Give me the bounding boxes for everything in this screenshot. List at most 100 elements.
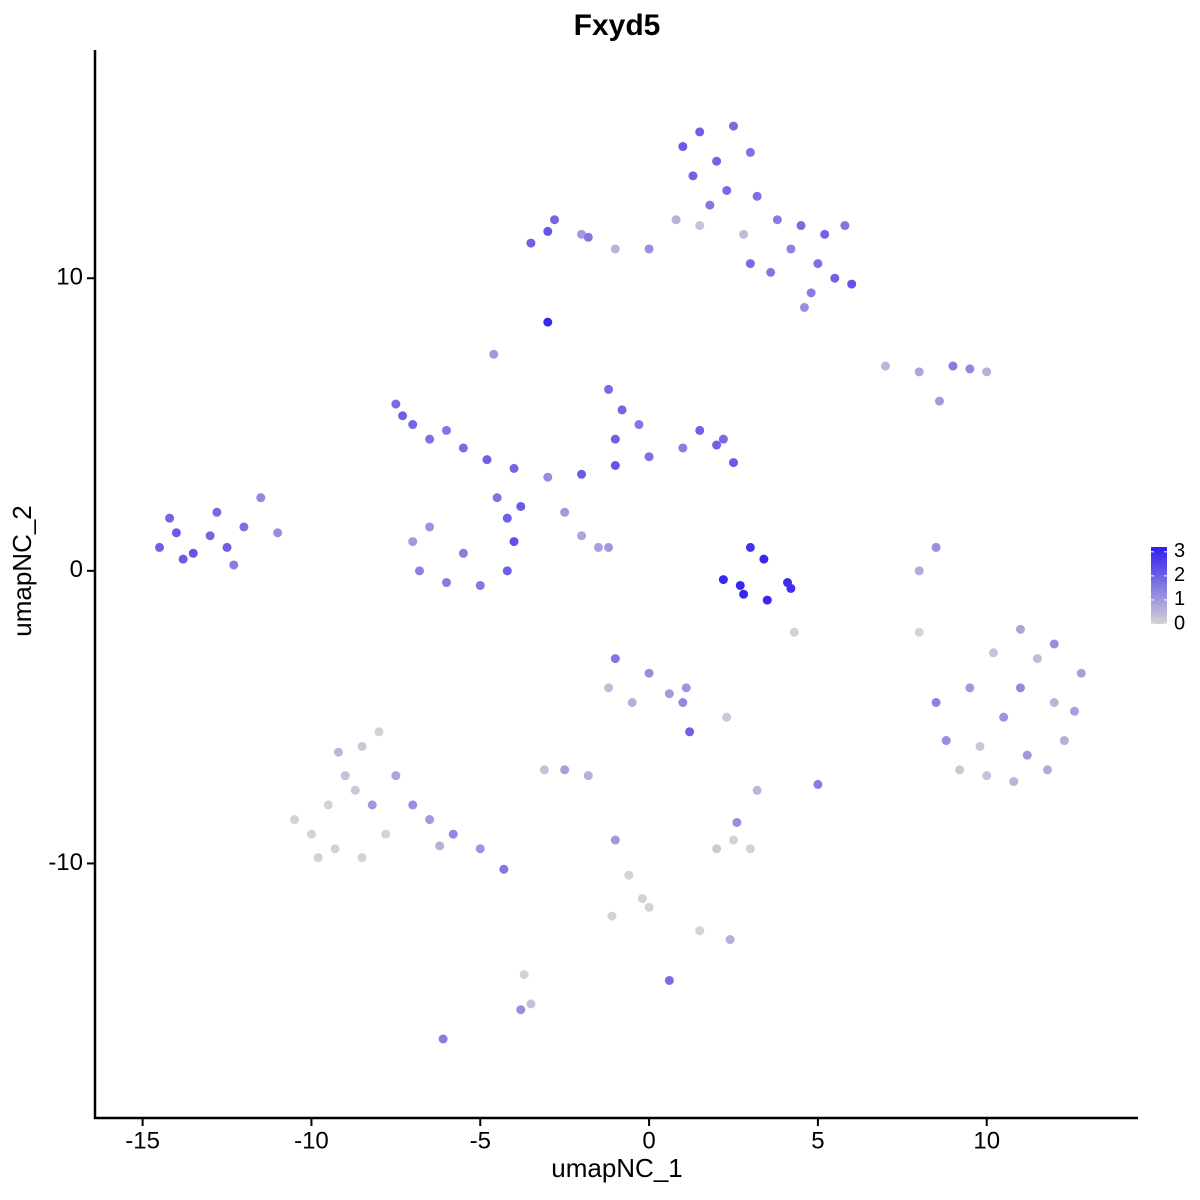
cell-point — [624, 870, 634, 880]
cell-point — [374, 727, 384, 737]
cell-point — [425, 815, 435, 825]
x-tick-label: -5 — [470, 1127, 491, 1154]
cell-point — [610, 434, 620, 444]
cell-point — [934, 396, 944, 406]
cell-point — [813, 779, 823, 789]
cell-point — [678, 698, 688, 708]
cell-point — [560, 507, 570, 517]
cell-point — [718, 575, 728, 585]
cell-point — [728, 458, 738, 468]
cell-point — [695, 221, 705, 231]
cell-point — [604, 384, 614, 394]
cell-point — [644, 452, 654, 462]
cell-point — [475, 844, 485, 854]
cell-point — [718, 434, 728, 444]
cell-point — [813, 259, 823, 269]
cell-point — [610, 244, 620, 254]
cell-point — [965, 364, 975, 374]
cell-point — [931, 698, 941, 708]
cell-point — [975, 741, 985, 751]
cell-point — [982, 367, 992, 377]
cell-point — [222, 542, 232, 552]
cell-point — [188, 548, 198, 558]
cell-point — [350, 785, 360, 795]
cell-point — [492, 493, 502, 503]
cell-point — [820, 229, 830, 239]
cell-point — [695, 926, 705, 936]
y-tick-label: -10 — [48, 849, 83, 876]
cell-point — [664, 975, 674, 985]
cell-point — [367, 800, 377, 810]
cell-point — [408, 420, 418, 430]
cell-point — [1015, 683, 1025, 693]
cell-point — [313, 853, 323, 863]
cell-point — [560, 765, 570, 775]
cell-point — [526, 999, 536, 1009]
cell-point — [982, 771, 992, 781]
cell-point — [988, 648, 998, 658]
cell-point — [425, 434, 435, 444]
cell-point — [583, 771, 593, 781]
cell-point — [799, 302, 809, 312]
cell-point — [796, 221, 806, 231]
colorbar-tick-label: 3 — [1174, 540, 1185, 562]
cell-point — [722, 185, 732, 195]
cell-point — [728, 835, 738, 845]
cell-point — [840, 221, 850, 231]
cell-point — [516, 1005, 526, 1015]
cell-point — [290, 815, 300, 825]
cell-point — [1015, 624, 1025, 634]
cell-point — [458, 548, 468, 558]
cell-point — [414, 566, 424, 576]
cell-point — [1049, 639, 1059, 649]
colorbar-tick-label: 0 — [1174, 612, 1185, 634]
cell-point — [806, 288, 816, 298]
cell-point — [695, 127, 705, 137]
cell-point — [543, 317, 553, 327]
y-tick-label: 10 — [56, 264, 83, 291]
cell-point — [705, 200, 715, 210]
x-axis-title: umapNC_1 — [551, 1153, 683, 1183]
cell-point — [357, 853, 367, 863]
cell-point — [1022, 750, 1032, 760]
cell-point — [739, 229, 749, 239]
cell-point — [330, 844, 340, 854]
y-axis-title: umapNC_2 — [7, 505, 37, 637]
cell-point — [634, 420, 644, 430]
cell-point — [607, 911, 617, 921]
y-tick-label: 0 — [70, 556, 83, 583]
cell-point — [610, 654, 620, 664]
cell-point — [637, 894, 647, 904]
x-tick-label: 5 — [811, 1127, 824, 1154]
cell-point — [739, 589, 749, 599]
colorbar-tick-label: 1 — [1174, 588, 1185, 610]
cell-point — [604, 542, 614, 552]
cell-point — [229, 560, 239, 570]
cell-point — [502, 513, 512, 523]
cell-point — [323, 800, 333, 810]
cell-point — [678, 443, 688, 453]
cell-point — [752, 191, 762, 201]
cell-point — [577, 229, 587, 239]
cell-point — [732, 817, 742, 827]
cell-point — [610, 835, 620, 845]
cell-point — [239, 522, 249, 532]
cell-point — [931, 542, 941, 552]
cell-point — [509, 537, 519, 547]
cell-point — [759, 554, 769, 564]
cell-point — [728, 121, 738, 131]
cell-point — [745, 147, 755, 157]
cell-point — [502, 566, 512, 576]
cell-point — [509, 463, 519, 473]
cell-point — [671, 215, 681, 225]
cell-point — [408, 800, 418, 810]
cell-point — [408, 537, 418, 547]
cell-point — [357, 741, 367, 751]
cell-point — [441, 425, 451, 435]
cell-point — [516, 501, 526, 511]
cell-point — [165, 513, 175, 523]
cell-point — [391, 399, 401, 409]
cell-point — [482, 455, 492, 465]
cell-point — [999, 712, 1009, 722]
cell-point — [458, 443, 468, 453]
